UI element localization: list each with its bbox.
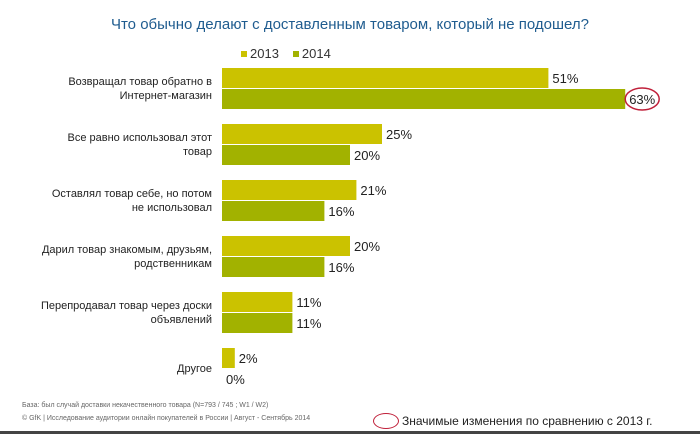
bar-2013	[222, 236, 350, 256]
data-label: 21%	[360, 183, 386, 198]
bar-2014	[222, 313, 293, 333]
category-label: Все равно использовал этот товар	[67, 132, 212, 158]
bar-2013	[222, 180, 357, 200]
legend-item-2014: 2014	[292, 46, 331, 61]
data-label: 16%	[328, 260, 354, 275]
category-label: Другое	[177, 363, 212, 375]
significance-note: Значимые изменения по сравнению с 2013 г…	[402, 414, 653, 428]
legend-swatch	[241, 50, 247, 57]
legend-label: 2013	[250, 46, 279, 61]
legend-label: 2014	[301, 46, 331, 61]
data-label: 63%	[629, 92, 655, 107]
bar-2013	[222, 292, 293, 312]
category-label: Дарил товар знакомым, друзьям, родственни…	[42, 244, 212, 270]
data-label: 20%	[354, 239, 380, 254]
significance-circle	[624, 87, 660, 111]
category-label: Возвращал товар обратно в Интернет-магази…	[68, 76, 212, 102]
significance-legend: Значимые изменения по сравнению с 2013 г…	[373, 413, 653, 429]
footer-base: База: был случай доставки некачественног…	[22, 402, 269, 409]
category-label: Перепродавал товар через доски объявлений	[41, 300, 212, 326]
legend-item-2013: 2013	[241, 46, 279, 61]
legend-swatch	[292, 50, 299, 57]
bar-2013	[222, 348, 235, 368]
bar-2014	[222, 257, 325, 277]
bar-2014	[222, 89, 626, 109]
footer-divider	[0, 431, 700, 434]
bar-2013	[222, 124, 382, 144]
data-label: 25%	[386, 127, 412, 142]
circle-marker-icon	[373, 413, 399, 429]
data-label: 11%	[296, 316, 321, 331]
data-label: 51%	[552, 71, 578, 86]
data-label: 16%	[328, 204, 354, 219]
data-label: 20%	[354, 148, 380, 163]
bar-2013	[222, 68, 549, 88]
category-label: Оставлял товар себе, но потом не использо…	[52, 188, 212, 214]
bar-2014	[222, 145, 350, 165]
chart-title: Что обычно делают с доставленным товаром…	[110, 16, 589, 33]
legend: 2013 2014	[241, 46, 331, 61]
data-label: 11%	[296, 295, 321, 310]
bar-2014	[222, 201, 325, 221]
data-label: 0%	[226, 372, 245, 387]
footer-source: © GfK | Исследование аудитории онлайн по…	[22, 415, 311, 422]
data-label: 2%	[239, 351, 258, 366]
